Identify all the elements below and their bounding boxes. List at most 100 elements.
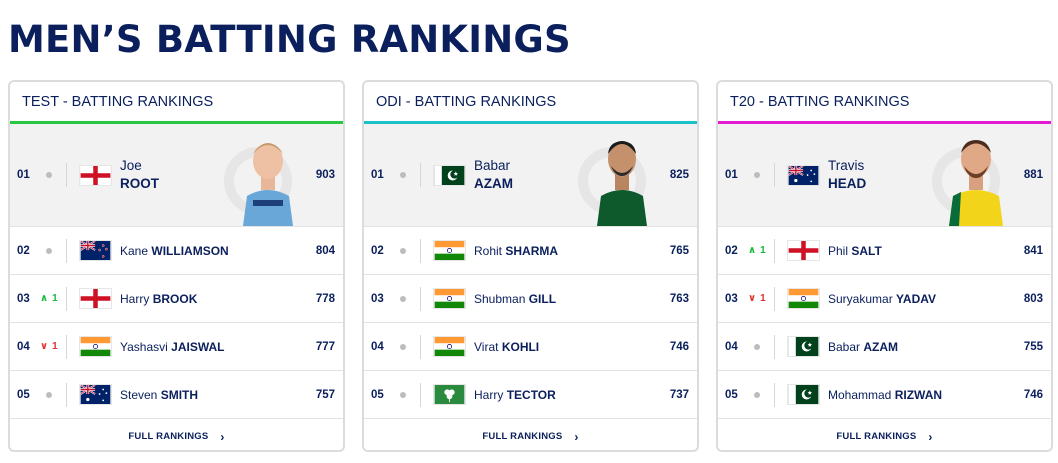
pakistan-flag-icon (787, 336, 820, 357)
player-rating: 746 (669, 340, 689, 353)
no-change-dot-icon (754, 172, 760, 178)
rank-position: 04 (725, 340, 738, 353)
t20-rankings-card: T20 - BATTING RANKINGS 01 Travis HEAD 881 02… (716, 80, 1053, 452)
player-first-name: Travis (828, 158, 865, 173)
ranking-row[interactable]: 05 Mohammad RIZWAN 746 (718, 371, 1051, 419)
no-change-dot-icon (400, 172, 406, 178)
arrow-down-icon: ∨ (748, 293, 757, 304)
no-change-dot-icon (46, 172, 52, 178)
player-name: Joe ROOT (120, 157, 343, 193)
player-last-name: GILL (528, 291, 557, 306)
ranking-row[interactable]: 02 Rohit SHARMA 765 (364, 227, 697, 275)
player-name: Yashasvi JAISWAL (120, 340, 343, 354)
movement-indicator (394, 172, 420, 178)
full-rankings-link[interactable]: FULL RANKINGS › (364, 419, 697, 450)
player-name: Babar AZAM (474, 157, 697, 193)
full-rankings-link[interactable]: FULL RANKINGS › (10, 419, 343, 450)
player-name: Mohammad RIZWAN (828, 388, 1051, 402)
movement-indicator (394, 391, 420, 398)
player-name: Virat KOHLI (474, 340, 697, 354)
no-change-dot-icon (46, 391, 52, 398)
divider (66, 238, 67, 263)
player-last-name: SALT (851, 243, 882, 258)
rank-position: 04 (371, 340, 384, 353)
movement-indicator (748, 391, 774, 398)
top-ranked-row[interactable]: 01 Travis HEAD 881 (718, 124, 1051, 227)
player-rating: 755 (1023, 340, 1043, 353)
ireland-flag-icon (433, 384, 466, 405)
england-flag-icon (787, 240, 820, 261)
movement-indicator (394, 295, 420, 302)
page-title: MEN’S BATTING RANKINGS (8, 18, 571, 61)
player-last-name: BROOK (152, 291, 198, 306)
no-change-dot-icon (754, 391, 760, 398)
card-title: TEST - BATTING RANKINGS (10, 82, 343, 124)
test-rankings-card: TEST - BATTING RANKINGS 01 Joe ROOT 903 02 Ka… (8, 80, 345, 452)
top-ranked-row[interactable]: 01 Joe ROOT 903 (10, 124, 343, 227)
ranking-row[interactable]: 04 Virat KOHLI 746 (364, 323, 697, 371)
england-flag-icon (79, 164, 112, 186)
player-first-name: Harry (474, 387, 504, 402)
no-change-dot-icon (400, 391, 406, 398)
player-first-name: Phil (828, 243, 849, 258)
movement-indicator (394, 343, 420, 350)
player-name: Suryakumar YADAV (828, 292, 1051, 306)
ranking-row[interactable]: 05 Steven SMITH 757 (10, 371, 343, 419)
player-first-name: Kane (120, 243, 149, 258)
player-name: Kane WILLIAMSON (120, 244, 343, 258)
player-last-name: YADAV (896, 291, 937, 306)
full-rankings-label: FULL RANKINGS (128, 431, 209, 442)
player-rating: 778 (315, 292, 335, 305)
divider (774, 334, 775, 359)
movement-indicator (40, 391, 66, 398)
top-ranked-row[interactable]: 01 Babar AZAM 825 (364, 124, 697, 227)
rank-position: 01 (371, 169, 384, 181)
player-rating: 803 (1023, 292, 1043, 305)
ranking-row[interactable]: 02 ∧ 1 Phil SALT 841 (718, 227, 1051, 275)
player-rating: 777 (315, 340, 335, 353)
player-last-name: SHARMA (505, 243, 559, 258)
ranking-row[interactable]: 03 ∧ 1 Harry BROOK 778 (10, 275, 343, 323)
divider (774, 286, 775, 311)
player-rating: 763 (669, 292, 689, 305)
player-first-name: Shubman (474, 291, 526, 306)
no-change-dot-icon (46, 247, 52, 254)
player-first-name: Joe (120, 158, 142, 173)
movement-indicator: ∨ 1 (40, 341, 66, 352)
player-rating: 804 (315, 244, 335, 257)
player-rating: 746 (1023, 388, 1043, 401)
full-rankings-link[interactable]: FULL RANKINGS › (718, 419, 1051, 450)
player-name: Steven SMITH (120, 388, 343, 402)
ranking-row[interactable]: 03 ∨ 1 Suryakumar YADAV 803 (718, 275, 1051, 323)
player-first-name: Steven (120, 387, 158, 402)
player-name: Babar AZAM (828, 340, 1051, 354)
divider (66, 382, 67, 407)
player-last-name: AZAM (474, 176, 513, 191)
movement-count: 1 (52, 341, 58, 352)
player-first-name: Rohit (474, 243, 503, 258)
divider (420, 238, 421, 263)
ranking-row[interactable]: 03 Shubman GILL 763 (364, 275, 697, 323)
player-name: Travis HEAD (828, 157, 1051, 193)
player-last-name: KOHLI (501, 339, 540, 354)
player-last-name: ROOT (120, 176, 159, 191)
full-rankings-label: FULL RANKINGS (482, 431, 563, 442)
player-rating: 903 (315, 169, 335, 181)
ranking-row[interactable]: 05 Harry TECTOR 737 (364, 371, 697, 419)
card-title: ODI - BATTING RANKINGS (364, 82, 697, 124)
movement-indicator: ∧ 1 (40, 293, 66, 304)
ranking-row[interactable]: 04 Babar AZAM 755 (718, 323, 1051, 371)
player-photo (223, 126, 313, 226)
divider (420, 382, 421, 407)
india-flag-icon (433, 240, 466, 261)
player-first-name: Mohammad (828, 387, 892, 402)
india-flag-icon (79, 336, 112, 357)
divider (774, 238, 775, 263)
ranking-row[interactable]: 02 Kane WILLIAMSON 804 (10, 227, 343, 275)
ranking-row[interactable]: 04 ∨ 1 Yashasvi JAISWAL 777 (10, 323, 343, 371)
pakistan-flag-icon (433, 164, 466, 186)
player-last-name: RIZWAN (894, 387, 943, 402)
player-first-name: Suryakumar (828, 291, 893, 306)
no-change-dot-icon (400, 295, 406, 302)
no-change-dot-icon (400, 247, 406, 254)
